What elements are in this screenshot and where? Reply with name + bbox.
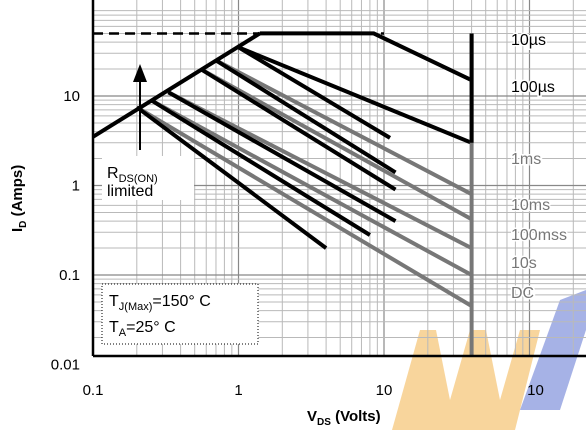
series-label-100µs: 100µs xyxy=(511,79,555,96)
tj-max-label: TJ(Max)=150° C xyxy=(109,293,211,313)
x-tick-label: 0.1 xyxy=(83,382,104,399)
curve-100µs xyxy=(237,45,473,145)
annotations: RDS(ON)limited TJ(Max)=150° C TA=25° C xyxy=(101,64,259,345)
y-tick-label: 1 xyxy=(72,178,80,195)
x-tick-label: 10 xyxy=(376,382,393,399)
series-label-10s: 10s xyxy=(511,255,537,272)
x-tick-label: 10 xyxy=(527,382,544,399)
curve-black-segment xyxy=(214,58,397,175)
curve-black-segment xyxy=(135,105,328,250)
series-label-100mss: 100mss xyxy=(511,227,567,244)
curve-DC xyxy=(135,105,473,308)
series-label-1ms: 1ms xyxy=(511,151,541,168)
watermark-h-shape xyxy=(520,290,586,410)
conditions-box xyxy=(101,283,259,345)
series-labels: 10µs 100µs 1ms 10ms 100mss 10s DC xyxy=(510,31,569,304)
curve-10s xyxy=(149,98,473,277)
series-label-10ms: 10ms xyxy=(511,197,550,214)
curve-black-segment xyxy=(149,98,371,237)
x-tick-label: 1 xyxy=(234,382,242,399)
x-axis-label: VDS (Volts) xyxy=(307,408,381,428)
series-label-10µs: 10µs xyxy=(511,32,546,49)
axis-labels: VDS (Volts) ID (Amps) xyxy=(9,165,381,428)
y-tick-label: 10 xyxy=(63,88,80,105)
rdson-label-bg xyxy=(102,156,194,200)
curve-1ms xyxy=(215,58,473,196)
y-tick-label: 0.1 xyxy=(59,267,80,284)
arrow-up-icon xyxy=(133,64,147,82)
curve-black-segment xyxy=(237,45,392,140)
rdson-limit-line xyxy=(93,31,261,139)
series-label-DC: DC xyxy=(511,285,534,302)
y-axis-label: ID (Amps) xyxy=(9,165,29,232)
watermark-w-shape xyxy=(392,330,540,430)
rdson-label: RDS(ON) xyxy=(107,165,158,185)
axes xyxy=(91,0,586,358)
curve-10ms xyxy=(199,67,473,221)
y-tick-label: 0.01 xyxy=(51,357,80,374)
series-lines xyxy=(93,31,474,356)
rdson-limited-label: limited xyxy=(107,183,153,200)
ta-label: TA=25° C xyxy=(109,319,176,339)
curve-black-segment xyxy=(199,67,397,192)
curve-black-segment xyxy=(167,90,397,223)
curve-10µs xyxy=(259,31,473,83)
curve-100mss xyxy=(167,90,473,250)
